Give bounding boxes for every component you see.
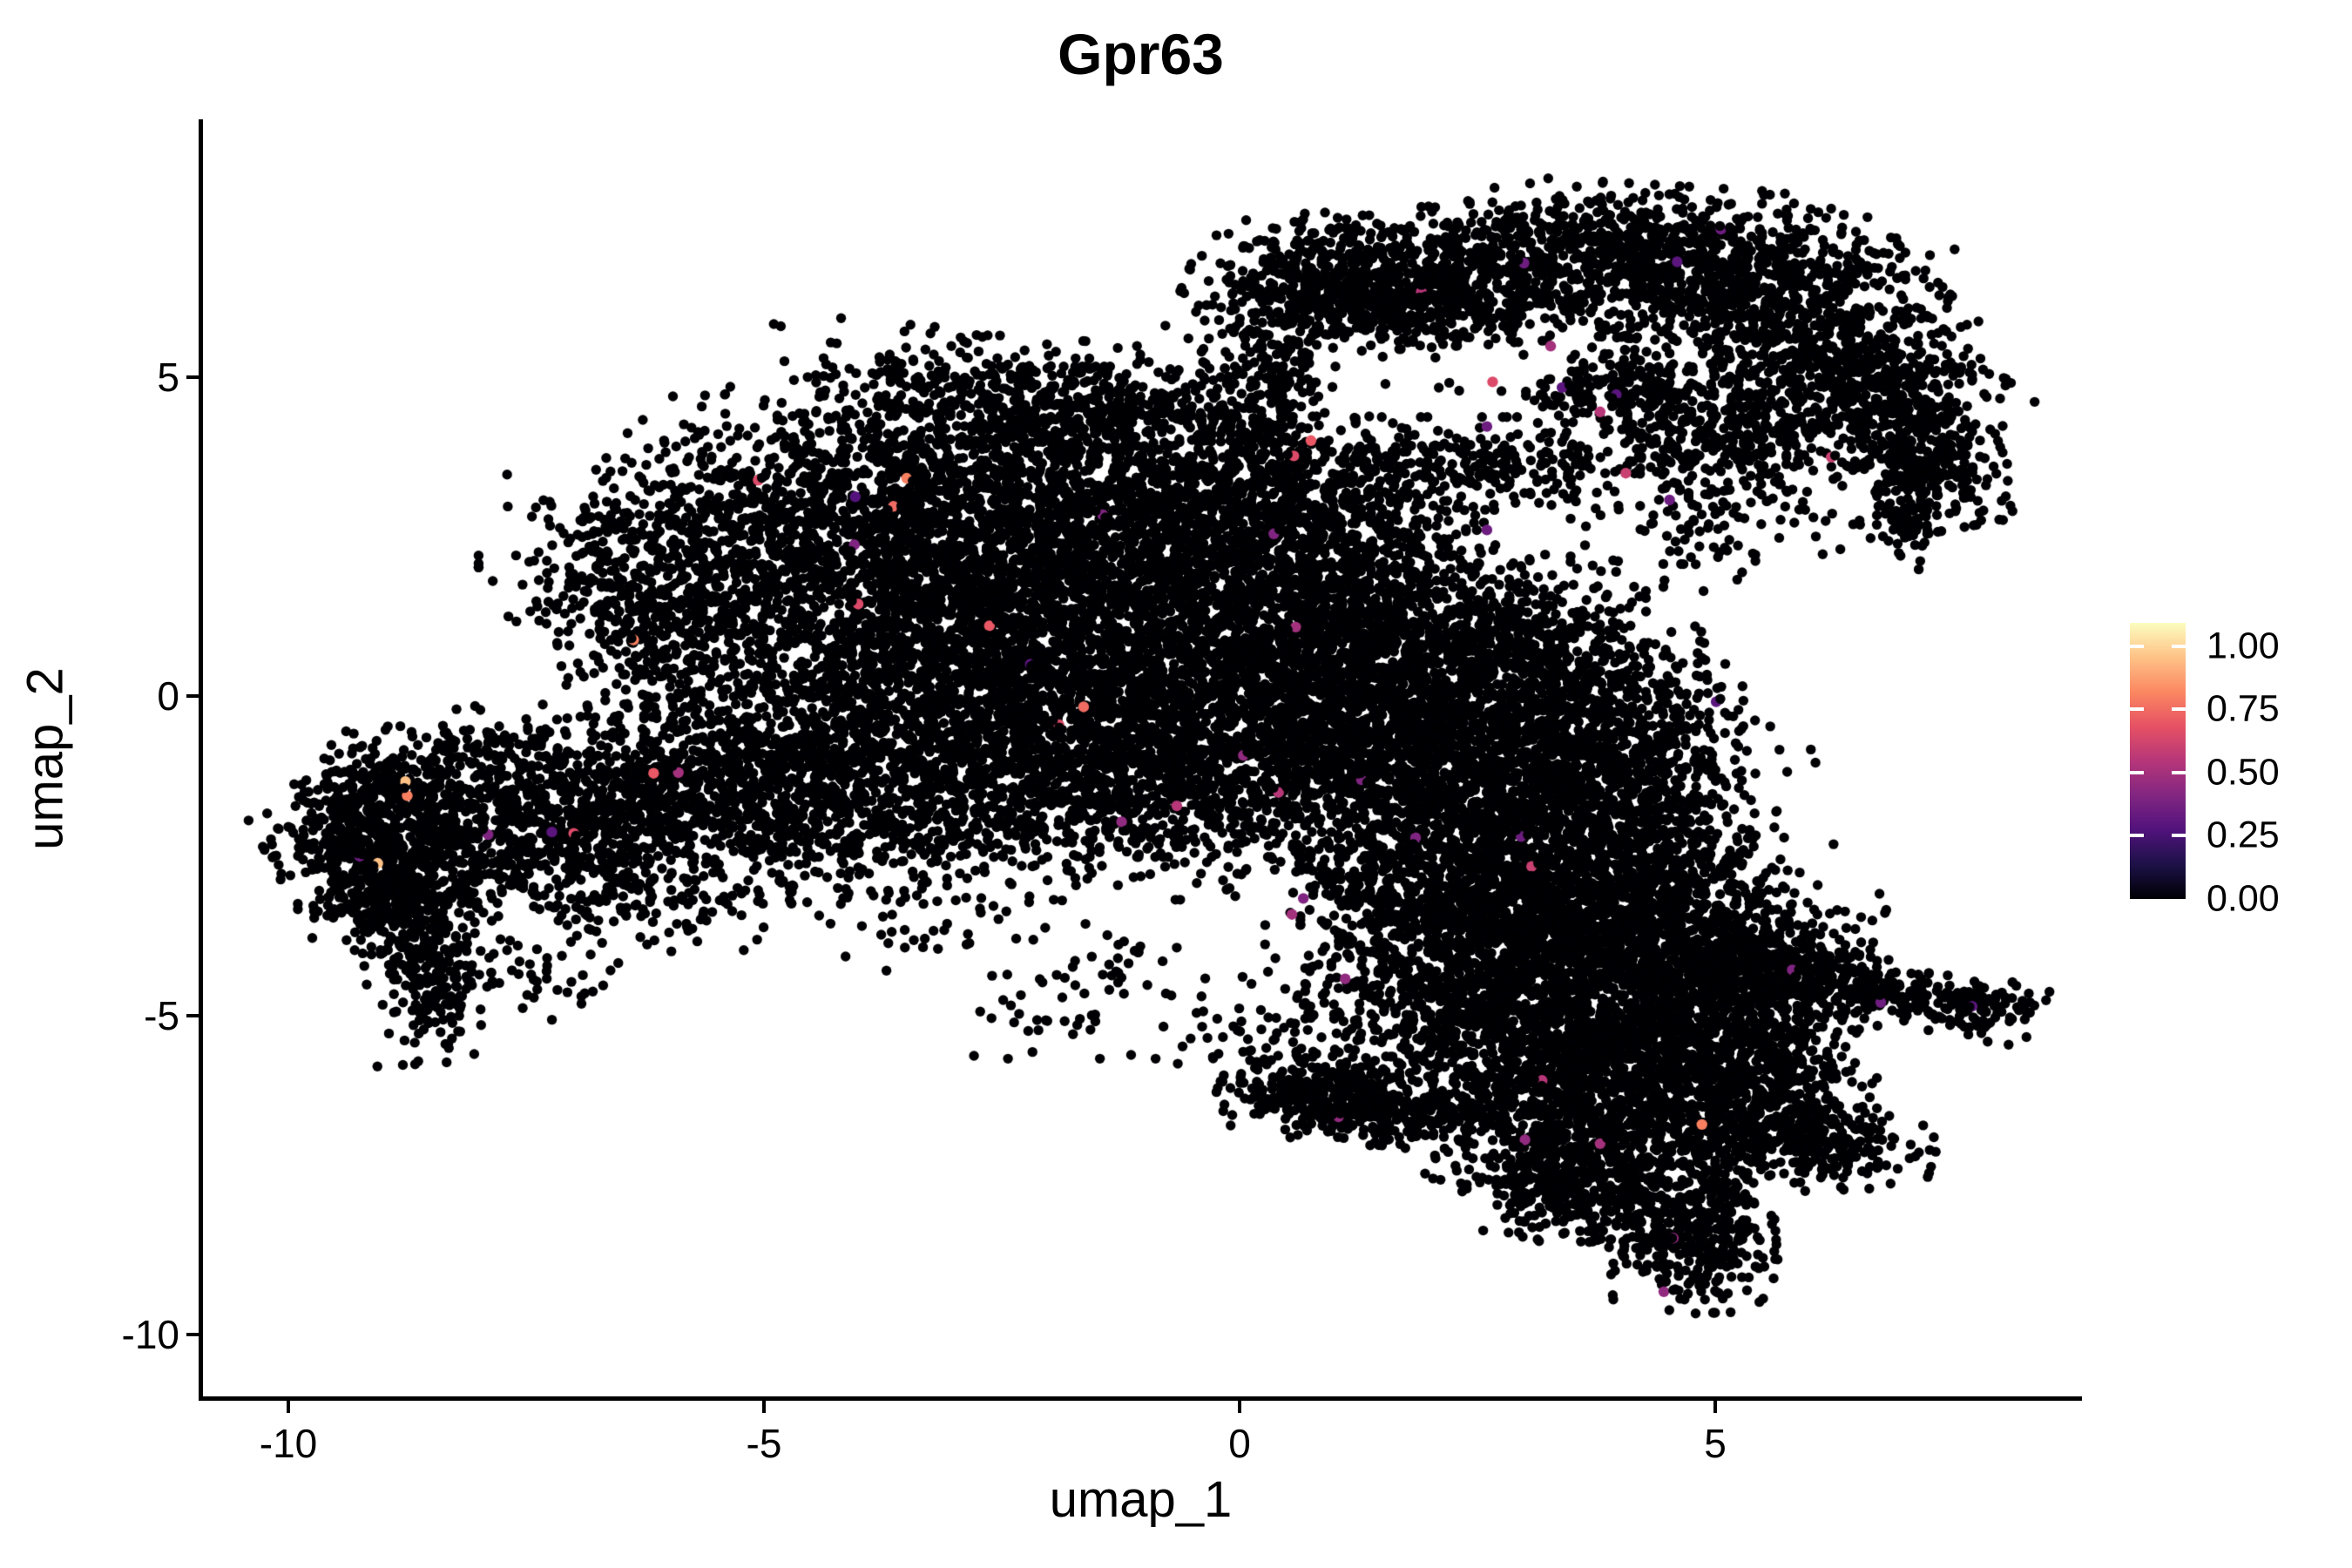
y-tick-mark — [186, 375, 199, 379]
x-tick-mark — [762, 1401, 766, 1413]
x-tick-label: 5 — [1704, 1421, 1727, 1466]
y-tick-mark — [186, 694, 199, 698]
y-tick-label: -10 — [121, 1312, 179, 1357]
legend-tick-label: 0.75 — [2207, 687, 2280, 730]
y-tick-label: -5 — [144, 992, 179, 1038]
x-tick-label: -10 — [259, 1421, 318, 1466]
y-tick-label: 5 — [157, 354, 179, 400]
y-tick-mark — [186, 1333, 199, 1336]
x-tick-label: 0 — [1228, 1421, 1251, 1466]
y-axis-title: umap_2 — [17, 667, 74, 850]
x-tick-mark — [1713, 1401, 1717, 1413]
legend-tick-mark — [2172, 770, 2186, 774]
x-tick-label: -5 — [746, 1421, 782, 1466]
plot-title: Gpr63 — [1058, 22, 1224, 86]
legend-tick-mark — [2130, 707, 2144, 712]
legend-tick-mark — [2130, 770, 2144, 774]
y-axis-line — [199, 119, 203, 1401]
legend-tick-label: 1.00 — [2207, 625, 2280, 667]
x-axis-line — [199, 1396, 2082, 1401]
x-tick-mark — [1238, 1401, 1241, 1413]
x-tick-mark — [287, 1401, 290, 1413]
legend-tick-mark — [2172, 834, 2186, 838]
legend-tick-mark — [2130, 644, 2144, 648]
legend-tick-mark — [2172, 644, 2186, 648]
legend-tick-label: 0.50 — [2207, 751, 2280, 794]
legend-tick-mark — [2172, 707, 2186, 712]
legend-colorbar — [2130, 623, 2186, 899]
legend-tick-label: 0.25 — [2207, 814, 2280, 856]
legend-tick-label: 0.00 — [2207, 877, 2280, 920]
y-tick-mark — [186, 1013, 199, 1017]
x-axis-title: umap_1 — [1049, 1471, 1233, 1528]
y-tick-label: 0 — [157, 673, 179, 719]
legend-tick-mark — [2130, 834, 2144, 838]
